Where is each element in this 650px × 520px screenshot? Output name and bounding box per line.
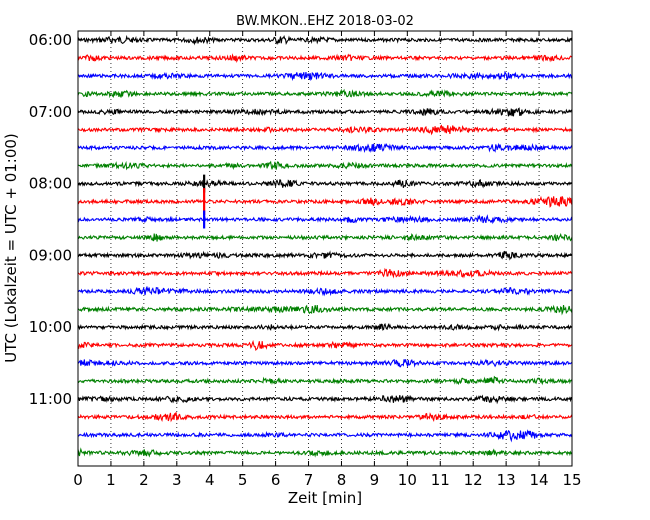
y-tick-label: 10:00 <box>29 318 72 336</box>
x-tick-label: 15 <box>562 471 581 489</box>
x-tick-label: 9 <box>370 471 380 489</box>
x-tick-label: 14 <box>530 471 549 489</box>
trace-1015 <box>77 339 573 351</box>
x-tick-label: 0 <box>73 471 83 489</box>
trace-0730 <box>77 142 573 154</box>
y-tick-label: 11:00 <box>29 390 72 408</box>
x-tick-label: 10 <box>398 471 417 489</box>
grid <box>110 31 540 466</box>
x-tick-label: 7 <box>304 471 314 489</box>
y-axis: 06:00 07:00 08:00 09:00 10:00 11:00 <box>29 31 572 408</box>
trace-1000 <box>77 322 573 332</box>
y-tick-label: 06:00 <box>29 31 72 49</box>
trace-1045 <box>77 375 573 386</box>
trace-0645 <box>77 88 573 99</box>
x-tick-label: 13 <box>497 471 516 489</box>
trace-0630 <box>77 70 573 82</box>
trace-0845 <box>77 232 573 242</box>
x-tick-label: 3 <box>172 471 182 489</box>
x-tick-label: 5 <box>238 471 248 489</box>
trace-0700 <box>77 107 573 117</box>
traces <box>77 34 573 458</box>
trace-1115 <box>77 412 573 423</box>
trace-1130 <box>77 429 573 443</box>
x-tick-label: 12 <box>464 471 483 489</box>
trace-1030 <box>77 358 573 368</box>
x-tick-label: 6 <box>271 471 281 489</box>
y-tick-label: 07:00 <box>29 103 72 121</box>
trace-0915 <box>77 267 573 279</box>
trace-0745 <box>77 160 573 171</box>
y-tick-label: 09:00 <box>29 246 72 264</box>
plot-frame <box>77 30 573 467</box>
trace-0900 <box>77 250 573 261</box>
trace-1100 <box>77 394 573 405</box>
trace-0715 <box>77 124 573 136</box>
trace-0600 <box>77 34 573 46</box>
x-axis-label: Zeit [min] <box>288 489 362 507</box>
x-axis: 0 1 2 3 4 5 6 7 8 9 10 11 12 13 14 15 <box>73 31 582 489</box>
trace-0830 <box>77 214 573 225</box>
trace-0615 <box>77 53 573 64</box>
x-tick-label: 11 <box>431 471 450 489</box>
trace-0945 <box>77 304 573 316</box>
x-tick-label: 4 <box>205 471 215 489</box>
y-tick-label: 08:00 <box>29 175 72 193</box>
chart-title: BW.MKON..EHZ 2018-03-02 <box>236 14 414 29</box>
x-tick-label: 8 <box>337 471 347 489</box>
x-tick-label: 1 <box>106 471 116 489</box>
trace-0930 <box>77 285 573 297</box>
trace-0800 <box>77 178 573 189</box>
y-axis-label: UTC (Lokalzeit = UTC + 01:00) <box>2 133 20 363</box>
trace-0815 <box>77 195 573 208</box>
x-tick-label: 2 <box>139 471 149 489</box>
trace-1145 <box>77 447 573 458</box>
